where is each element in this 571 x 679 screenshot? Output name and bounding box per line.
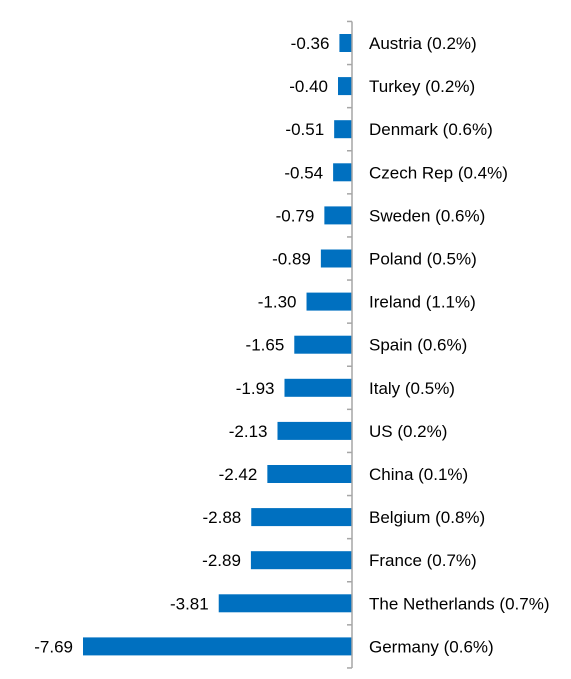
category-label: China (0.1%): [369, 465, 468, 484]
category-label: US (0.2%): [369, 422, 447, 441]
value-label: -0.79: [276, 206, 315, 225]
bar: [334, 120, 352, 139]
category-label: Belgium (0.8%): [369, 508, 485, 527]
value-label: -2.89: [202, 551, 241, 570]
category-label: Ireland (1.1%): [369, 293, 476, 312]
category-label: Germany (0.6%): [369, 637, 494, 656]
value-label: -1.65: [246, 336, 285, 355]
category-label: The Netherlands (0.7%): [369, 594, 549, 613]
category-label: Sweden (0.6%): [369, 206, 485, 225]
bars-group: [83, 34, 352, 656]
bar: [277, 421, 352, 440]
bar: [324, 206, 352, 225]
bar: [333, 163, 352, 182]
value-label: -0.40: [289, 77, 328, 96]
value-label: -1.93: [236, 379, 275, 398]
bar: [218, 594, 352, 613]
category-label: Czech Rep (0.4%): [369, 163, 508, 182]
category-label: Denmark (0.6%): [369, 120, 493, 139]
category-label: France (0.7%): [369, 551, 477, 570]
bar: [83, 637, 352, 656]
value-label: -3.81: [170, 594, 209, 613]
value-label: -1.30: [258, 293, 297, 312]
bar: [250, 551, 352, 570]
bar: [339, 34, 352, 52]
value-labels-group: -0.36 -0.40 -0.51 -0.54 -0.79 -0.89 -1.30 -1.65…: [34, 34, 329, 656]
value-label: -0.89: [272, 250, 311, 269]
category-label: Turkey (0.2%): [369, 77, 475, 96]
value-label: -0.54: [284, 163, 323, 182]
value-label: -2.42: [219, 465, 258, 484]
category-labels-group: Austria (0.2%) Turkey (0.2%) Denmark (0.6%…: [369, 34, 549, 656]
bar: [338, 77, 352, 96]
value-label: -7.69: [34, 637, 73, 656]
bar: [284, 378, 352, 397]
bar: [320, 249, 352, 268]
value-label: -2.13: [229, 422, 268, 441]
value-label: -0.36: [291, 34, 330, 53]
category-label: Austria (0.2%): [369, 34, 477, 53]
category-label: Spain (0.6%): [369, 336, 467, 355]
bar: [251, 508, 352, 527]
category-label: Italy (0.5%): [369, 379, 455, 398]
category-label: Poland (0.5%): [369, 250, 477, 269]
bar: [294, 335, 352, 354]
axis-ticks-group: [347, 20, 352, 669]
value-label: -2.88: [203, 508, 242, 527]
value-label: -0.51: [285, 120, 324, 139]
bar: [306, 292, 352, 311]
bar: [267, 465, 352, 483]
